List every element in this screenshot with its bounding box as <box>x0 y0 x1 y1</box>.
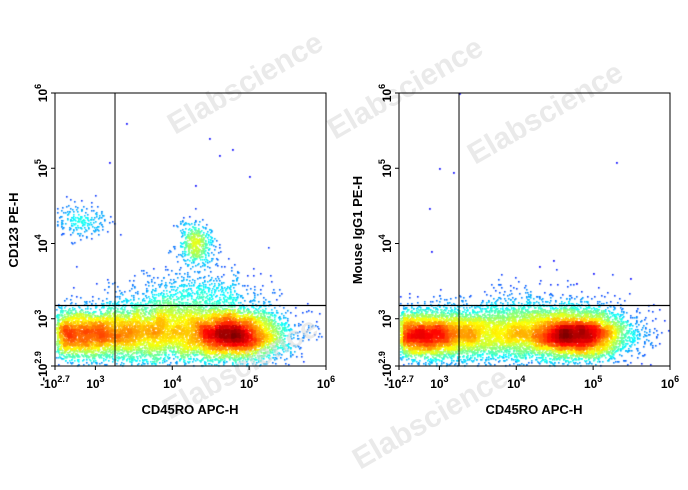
plot-cd123: CD45RO APC-H CD123 PE-H -102.7 103 104 105 1… <box>6 84 335 417</box>
x-tick-label: 103 <box>86 374 104 391</box>
x-tick-label: 104 <box>507 374 525 391</box>
plot-frame <box>398 92 671 367</box>
watermark-text: Elabscience <box>462 56 629 171</box>
y-tick-label: 106 <box>33 84 50 102</box>
x-tick-label: 106 <box>317 374 335 391</box>
y-tick-label: 105 <box>377 159 394 177</box>
y-axis-label: CD123 PE-H <box>6 192 21 267</box>
y-tick-labels: -102.9 103 104 105 106 <box>377 84 399 381</box>
quadrant-gates <box>55 93 326 366</box>
y-tick-label: 106 <box>377 84 394 102</box>
x-axis-label: CD45RO APC-H <box>485 402 582 417</box>
y-tick-label: 104 <box>33 234 50 252</box>
plot-mouse-igg1: CD45RO APC-H Mouse IgG1 PE-H -102.7 103 10… <box>350 84 679 417</box>
x-axis-label: CD45RO APC-H <box>141 402 238 417</box>
y-tick-label: 103 <box>33 310 50 328</box>
x-tick-label: -102.7 <box>40 374 70 391</box>
x-tick-labels: -102.7 103 104 105 106 <box>384 366 679 391</box>
x-tick-label: 105 <box>584 374 602 391</box>
y-tick-label: 105 <box>33 159 50 177</box>
watermark-text: Elabscience <box>162 26 329 141</box>
plot-frame <box>54 92 327 367</box>
y-tick-label: -102.9 <box>377 351 394 381</box>
x-tick-label: 104 <box>163 374 181 391</box>
x-tick-label: 106 <box>661 374 679 391</box>
x-tick-label: 103 <box>430 374 448 391</box>
y-tick-labels: -102.9 103 104 105 106 <box>33 84 55 381</box>
x-tick-label: -102.7 <box>384 374 414 391</box>
x-tick-labels: -102.7 103 104 105 106 <box>40 366 335 391</box>
watermark-text: Elabscience <box>322 31 489 146</box>
y-tick-label: 104 <box>377 234 394 252</box>
x-tick-label: 105 <box>240 374 258 391</box>
y-axis-label: Mouse IgG1 PE-H <box>350 176 365 284</box>
y-tick-label: 103 <box>377 310 394 328</box>
quadrant-gates <box>399 93 670 366</box>
y-tick-label: -102.9 <box>33 351 50 381</box>
